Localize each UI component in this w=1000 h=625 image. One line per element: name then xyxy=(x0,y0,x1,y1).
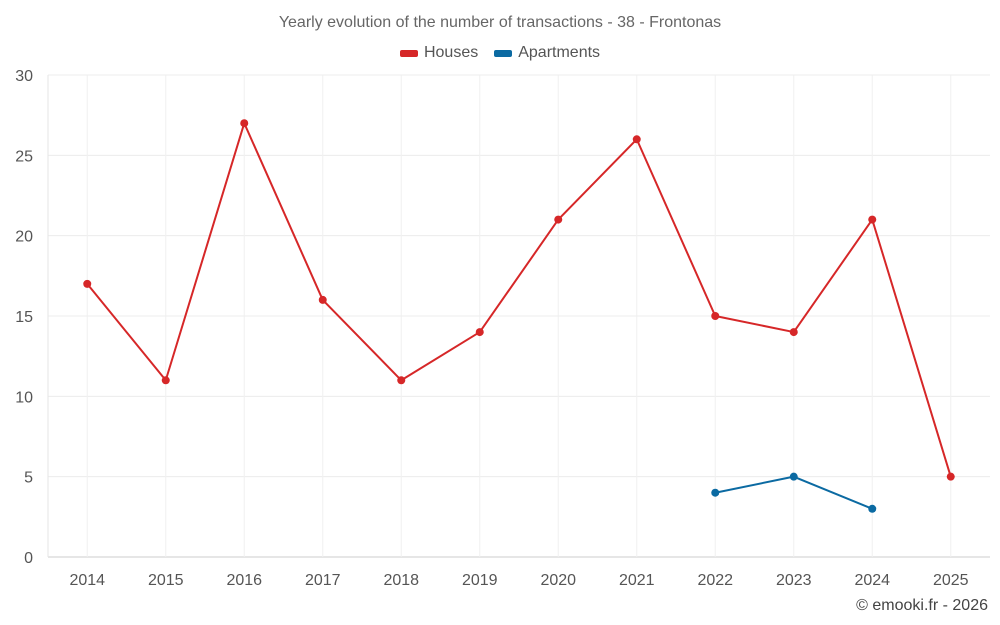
x-tick-label: 2021 xyxy=(619,572,655,589)
credit-text: © emooki.fr - 2026 xyxy=(856,597,988,614)
x-tick-label: 2025 xyxy=(933,572,969,589)
y-tick-label: 10 xyxy=(15,389,33,406)
data-point-houses xyxy=(397,376,406,385)
series-line-houses xyxy=(86,122,952,477)
chart-title: Yearly evolution of the number of transa… xyxy=(278,14,722,31)
legend-item-apartments[interactable]: Apartments xyxy=(494,44,600,62)
x-tick-label: 2018 xyxy=(383,572,419,589)
x-tick-label: 2015 xyxy=(148,572,184,589)
legend-label-houses: Houses xyxy=(423,44,479,61)
y-tick-label: 0 xyxy=(24,550,33,567)
legend-swatch-houses xyxy=(399,49,418,57)
x-tick-label: 2020 xyxy=(540,572,576,589)
legend-label-apartments: Apartments xyxy=(518,44,601,61)
data-point-houses xyxy=(161,376,170,385)
x-tick-label: 2017 xyxy=(305,572,341,589)
data-point-houses xyxy=(318,295,327,304)
y-tick-label: 30 xyxy=(15,68,33,85)
legend-item-houses[interactable]: Houses xyxy=(399,44,479,62)
x-tick-label: 2019 xyxy=(462,572,498,589)
data-point-houses xyxy=(83,279,92,288)
x-tick-label: 2022 xyxy=(697,572,733,589)
x-tick-label: 2014 xyxy=(69,572,105,589)
data-point-houses xyxy=(868,215,877,224)
data-point-houses xyxy=(711,312,720,320)
data-point-apartments xyxy=(711,488,720,497)
data-point-houses xyxy=(554,215,563,224)
legend-swatch-apartments xyxy=(494,49,513,57)
data-point-houses xyxy=(632,135,641,144)
data-point-houses xyxy=(789,328,798,337)
data-point-apartments xyxy=(789,472,798,481)
y-tick-label: 5 xyxy=(24,470,33,487)
x-tick-label: 2023 xyxy=(776,572,812,589)
data-point-houses xyxy=(475,328,484,337)
x-tick-label: 2016 xyxy=(226,572,262,589)
data-point-houses xyxy=(946,472,955,481)
legend: Houses Apartments xyxy=(0,44,1000,62)
data-point-apartments xyxy=(868,504,877,513)
data-point-houses xyxy=(240,119,249,128)
x-tick-label: 2024 xyxy=(854,572,890,589)
y-tick-label: 25 xyxy=(15,148,33,165)
y-tick-label: 20 xyxy=(15,229,33,246)
y-tick-label: 15 xyxy=(15,309,33,326)
